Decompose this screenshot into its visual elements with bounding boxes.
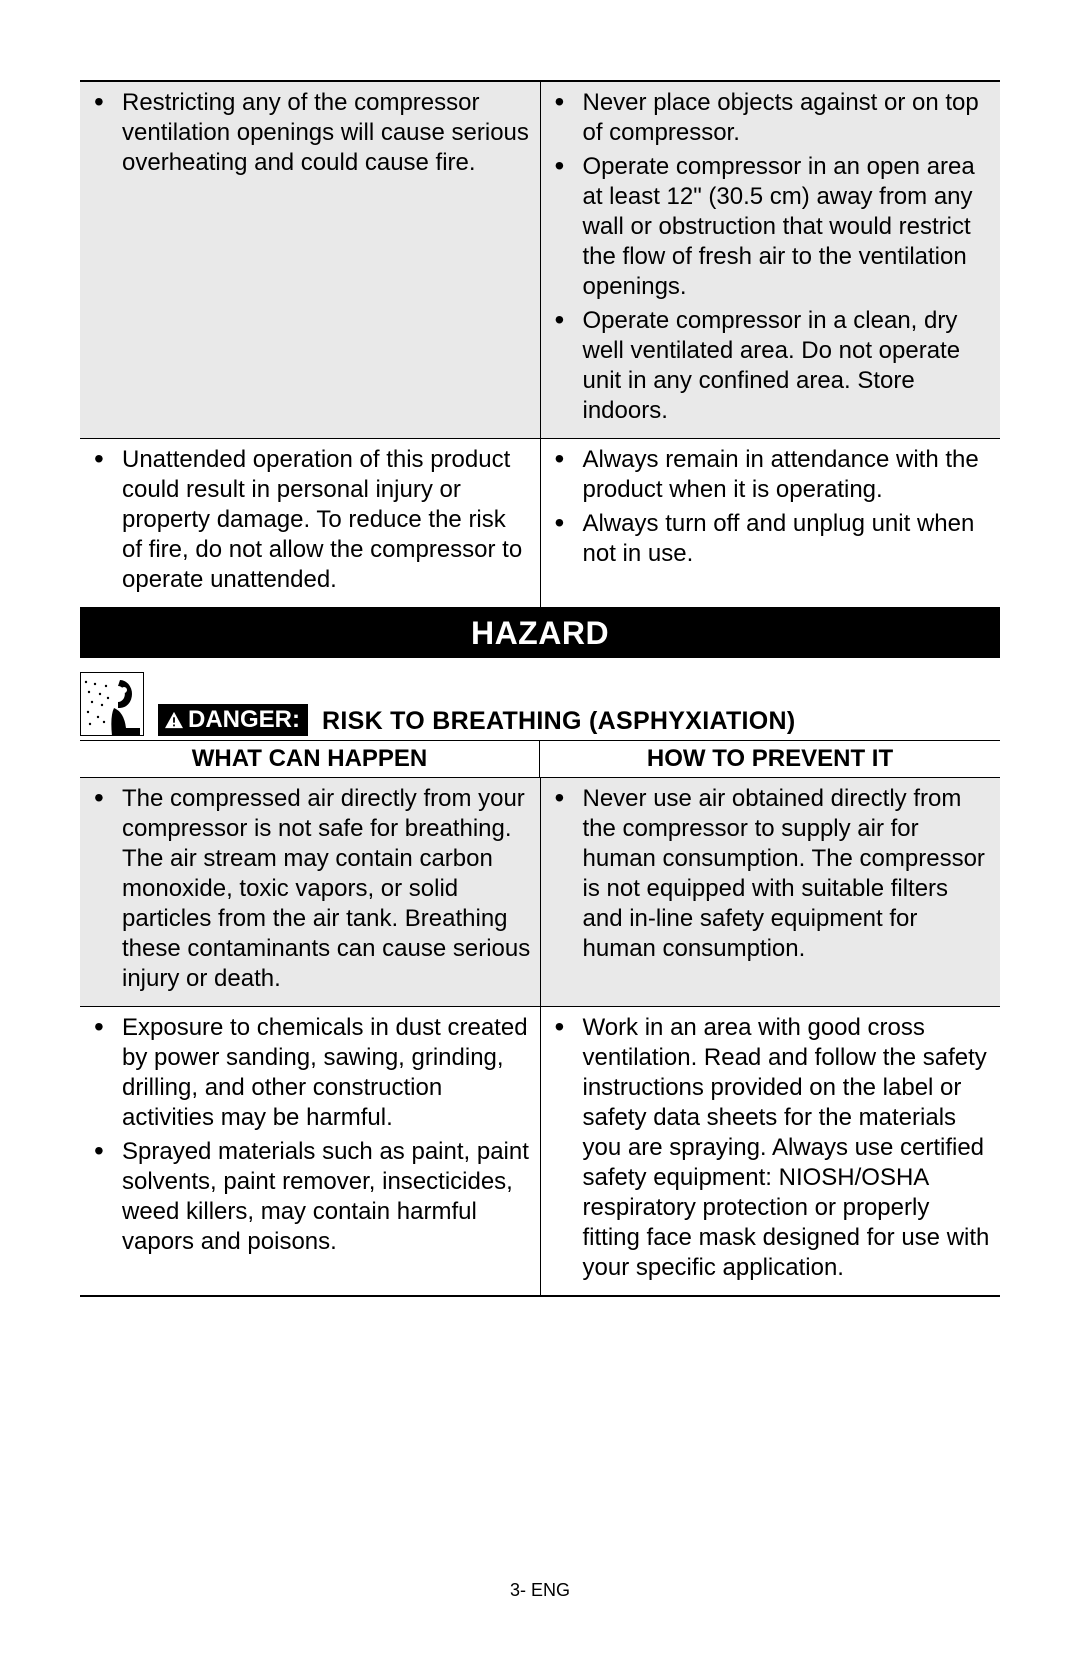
- table-row: Never place objects against or on top of…: [549, 88, 993, 148]
- table-row: Operate compressor in an open area at le…: [549, 152, 993, 302]
- manual-page: Restricting any of the compressor ventil…: [0, 0, 1080, 1297]
- table-row: Restricting any of the compressor ventil…: [88, 88, 532, 178]
- table-row: Always remain in attendance with the pro…: [549, 445, 993, 505]
- table-row: Exposure to chemicals in dust created by…: [88, 1013, 532, 1133]
- danger-label: DANGER:: [158, 704, 308, 736]
- column-headers: WHAT CAN HAPPEN HOW TO PREVENT IT: [80, 740, 1000, 778]
- table-row: Unattended operation of this product cou…: [88, 445, 532, 595]
- table-row: Operate compressor in a clean, dry well …: [549, 306, 993, 426]
- col-right-header: HOW TO PREVENT IT: [540, 741, 1000, 777]
- table-row: Work in an area with good cross ventilat…: [549, 1013, 993, 1283]
- hazard-bar: HAZARD: [80, 609, 1000, 658]
- table-row: Never use air obtained directly from the…: [549, 784, 993, 964]
- danger-label-text: DANGER:: [188, 706, 300, 734]
- hazard-table-1: Restricting any of the compressor ventil…: [80, 80, 1000, 609]
- page-footer: 3- ENG: [0, 1580, 1080, 1601]
- breathing-hazard-icon: [80, 672, 144, 736]
- table-row: The compressed air directly from your co…: [88, 784, 532, 994]
- danger-title: RISK TO BREATHING (ASPHYXIATION): [322, 707, 796, 736]
- col-left-header: WHAT CAN HAPPEN: [80, 741, 540, 777]
- hazard-table-2: The compressed air directly from your co…: [80, 778, 1000, 1297]
- danger-row: DANGER: RISK TO BREATHING (ASPHYXIATION): [80, 672, 1000, 736]
- table-row: Sprayed materials such as paint, paint s…: [88, 1137, 532, 1257]
- table-row: Always turn off and unplug unit when not…: [549, 509, 993, 569]
- warning-triangle-icon: [164, 711, 184, 729]
